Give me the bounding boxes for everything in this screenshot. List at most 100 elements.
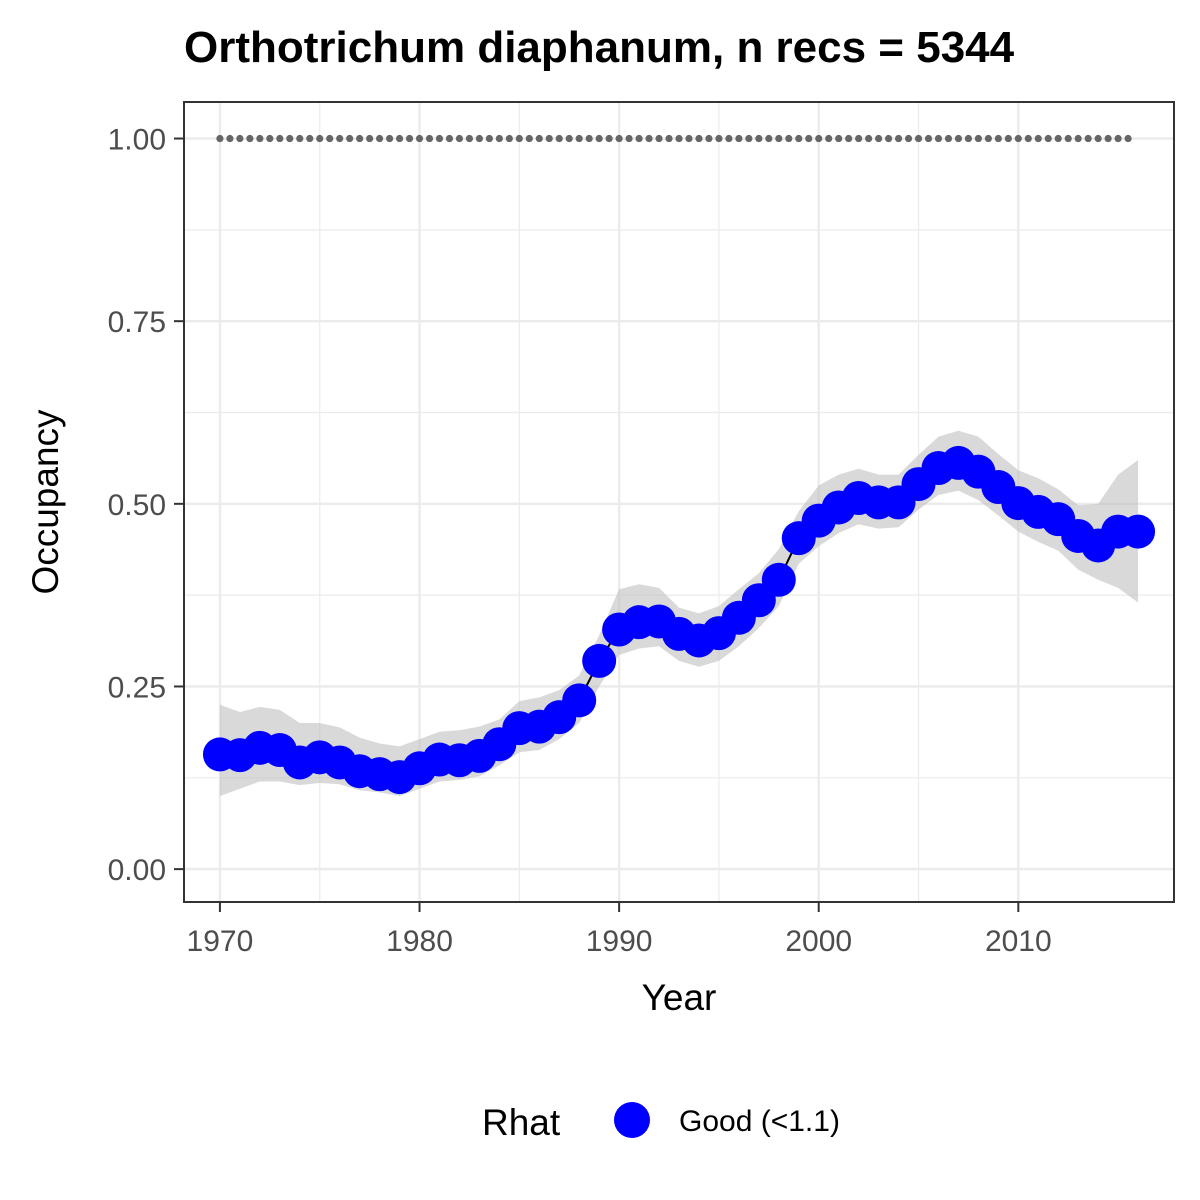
reference-dot [994, 134, 1002, 143]
reference-dot [1104, 134, 1112, 143]
reference-dot [1064, 134, 1072, 143]
reference-dot [256, 134, 264, 143]
reference-dot [1054, 134, 1062, 143]
data-point [562, 683, 597, 718]
reference-dot [545, 134, 553, 143]
reference-dot [346, 134, 354, 143]
reference-dot [216, 134, 224, 143]
reference-dot [785, 134, 793, 143]
reference-dot [725, 134, 733, 143]
reference-dot [765, 134, 773, 143]
ribbon-area [219, 430, 1139, 797]
legend-key-good [614, 1102, 650, 1138]
reference-dot [276, 134, 284, 143]
reference-dot [675, 134, 683, 143]
reference-dot [855, 134, 863, 143]
reference-dot [685, 134, 693, 143]
reference-dot [1044, 134, 1052, 143]
reference-dot [565, 134, 573, 143]
reference-dot [495, 134, 503, 143]
reference-dot [735, 134, 743, 143]
data-point [582, 643, 617, 678]
reference-dot [535, 134, 543, 143]
reference-dot [815, 134, 823, 143]
reference-dot [615, 134, 623, 143]
data-point [761, 562, 796, 597]
reference-line-dots [216, 134, 1132, 143]
reference-dot [1114, 134, 1122, 143]
reference-dot [635, 134, 643, 143]
reference-dot [755, 134, 763, 143]
reference-dot [775, 134, 783, 143]
reference-dot [715, 134, 723, 143]
reference-dot [914, 134, 923, 143]
reference-dot [904, 134, 913, 143]
reference-dot [525, 134, 533, 143]
reference-dot [455, 134, 464, 143]
reference-dot [515, 134, 523, 143]
reference-dot [974, 134, 982, 143]
reference-dot [835, 134, 843, 143]
reference-dot [645, 134, 653, 143]
reference-dot [585, 134, 593, 143]
reference-dot [485, 134, 493, 143]
reference-dot [795, 134, 803, 143]
y-axis: 0.00 0.25 0.50 0.75 1.00 [108, 124, 184, 887]
x-axis-title: Year [642, 977, 717, 1018]
y-tick-label: 0.75 [108, 306, 166, 339]
reference-dot [435, 134, 444, 143]
reference-dot [226, 134, 234, 143]
reference-dot [575, 134, 583, 143]
reference-dot [336, 134, 344, 143]
reference-dot [705, 134, 713, 143]
reference-dot [286, 134, 294, 143]
reference-dot [415, 134, 424, 143]
occupancy-points [202, 445, 1156, 795]
reference-dot [695, 134, 703, 143]
y-axis-title: Occupancy [25, 409, 66, 595]
x-tick-label: 2010 [985, 925, 1052, 958]
y-tick-label: 0.25 [108, 671, 166, 704]
reference-dot [924, 134, 933, 143]
reference-dot [1094, 134, 1102, 143]
reference-dot [845, 134, 853, 143]
reference-dot [395, 134, 404, 143]
confidence-ribbon [219, 430, 1139, 797]
y-tick-label: 0.50 [108, 489, 166, 522]
reference-dot [805, 134, 813, 143]
reference-dot [1004, 134, 1012, 143]
reference-dot [984, 134, 992, 143]
reference-dot [655, 134, 663, 143]
reference-dot [745, 134, 753, 143]
reference-dot [366, 134, 374, 143]
reference-dot [405, 134, 414, 143]
reference-dot [894, 134, 903, 143]
legend: Rhat Good (<1.1) [482, 1102, 840, 1143]
reference-dot [326, 134, 334, 143]
reference-dot [964, 134, 973, 143]
x-tick-label: 2000 [785, 925, 852, 958]
x-tick-label: 1980 [386, 925, 453, 958]
reference-dot [595, 134, 603, 143]
x-axis: 1970 1980 1990 2000 2010 [187, 902, 1052, 958]
reference-dot [884, 134, 893, 143]
reference-dot [1074, 134, 1082, 143]
reference-dot [306, 134, 314, 143]
reference-dot [1024, 134, 1032, 143]
reference-dot [475, 134, 484, 143]
reference-dot [1014, 134, 1022, 143]
legend-title: Rhat [482, 1102, 561, 1143]
reference-dot [954, 134, 963, 143]
panel-border [183, 101, 1175, 903]
reference-dot [605, 134, 613, 143]
reference-dot [555, 134, 563, 143]
reference-dot [376, 134, 384, 143]
x-tick-label: 1990 [586, 925, 653, 958]
reference-dot [665, 134, 673, 143]
reference-dot [865, 134, 873, 143]
reference-dot [316, 134, 324, 143]
data-point [1121, 514, 1156, 549]
reference-dot [505, 134, 513, 143]
reference-dot [934, 134, 943, 143]
